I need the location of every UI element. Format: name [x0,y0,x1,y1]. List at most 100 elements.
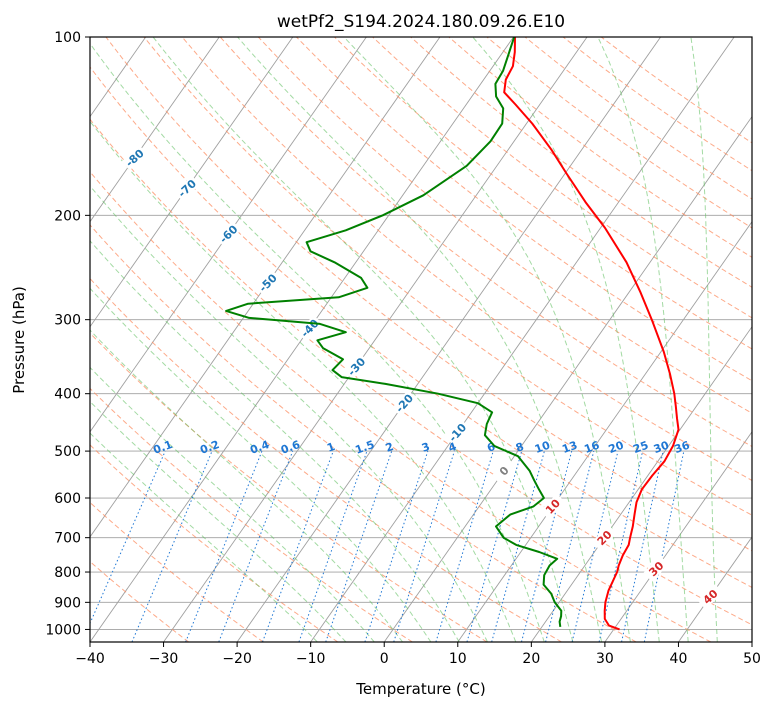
dry-adiabat-line [486,37,752,229]
x-tick-label: −30 [149,651,179,667]
mixing-ratio-label: 0.4 [248,438,271,457]
y-axis-label: Pressure (hPa) [10,286,28,394]
y-tick-label: 500 [54,444,81,460]
mixing-ratio-line [262,450,334,642]
dry-adiabat-line [90,224,637,642]
isotherm-line [90,37,220,223]
dry-adiabat-line [448,37,752,258]
isotherm-line [90,37,514,642]
mixing-ratio-label: 13 [560,439,579,456]
mixing-ratio-line [520,450,573,642]
dry-adiabat-line [257,37,752,414]
x-tick-label: −20 [222,651,252,667]
dry-adiabat-label-bg [121,145,148,171]
y-axis-ticks: 1000 900 800 700 600 500 400 300 200 100 [45,30,90,638]
dry-adiabat-line [90,387,413,642]
mixing-ratio-label: 30 [652,439,671,457]
dry-adiabat-label: -100 [11,91,41,119]
dry-adiabat-line [90,171,712,642]
mixing-ratio-line [325,450,393,642]
isobar-gridlines [90,37,752,630]
mixing-ratio-line [364,450,429,642]
dry-adiabat-line [600,37,752,144]
dry-adiabat-label-bg [697,584,724,610]
isotherm-line [163,37,588,642]
y-tick-label: 900 [54,595,81,611]
mixing-ratio-line [131,450,213,642]
mixing-ratio-line [621,450,664,642]
dry-adiabat-line [105,37,752,552]
mixing-ratio-label: 4 [447,440,459,455]
dry-adiabat-line [90,66,752,588]
y-tick-label: 100 [54,30,81,46]
dry-adiabat-label-bg [491,457,517,484]
mixing-ratio-label: 6 [485,440,497,455]
mixing-ratio-label: 10 [533,439,552,457]
y-tick-label: 600 [54,491,81,507]
x-axis-ticks: −40 −30 −20 −10 0 10 20 30 40 50 [75,642,761,667]
isotherm-line [604,431,752,642]
mixing-ratio-line [545,450,595,642]
moist-adiabats [90,37,718,642]
dry-adiabat-line [90,560,190,642]
mixing-ratio-label: 2 [384,440,396,455]
dry-adiabat-label-bg [343,353,369,380]
mixing-ratio-line [598,450,644,642]
mixing-ratio-line [90,450,166,625]
x-tick-label: −40 [75,651,105,667]
dry-adiabat-line [143,37,752,516]
moist-adiabat-line [90,120,517,642]
isotherm-line [678,536,752,642]
isotherm-line [90,37,441,538]
moist-adiabat-line [597,37,689,642]
dry-adiabat-line [524,37,752,200]
x-tick-label: 20 [522,651,540,667]
dry-adiabat-label-bg [444,419,470,446]
y-tick-label: 400 [54,387,81,403]
mixing-ratio-line [571,450,619,642]
dry-adiabat-label-bg [643,556,669,582]
mixing-ratio-labels: 0.1 0.2 0.4 0.6 1 1.5 2 3 4 6 8 10 13 16 20 25 30 36 [152,438,692,457]
x-tick-label: 30 [596,651,614,667]
x-tick-label: 40 [670,651,688,667]
moist-adiabat-line [90,240,460,642]
y-tick-label: 200 [54,208,81,224]
moist-adiabat-line [152,37,574,642]
moist-adiabat-line [343,37,631,642]
dry-adiabat-line [90,444,339,642]
moist-adiabat-line [90,366,375,642]
dry-adiabat-label: -90 [67,121,91,144]
moist-adiabat-line [690,37,718,642]
mixing-ratio-label: 0.6 [279,438,302,457]
moist-adiabat-line [90,329,403,642]
dry-adiabat-label-bg [90,120,92,146]
moist-adiabat-line [90,432,318,642]
dry-adiabat-line [372,37,752,319]
x-tick-label: 50 [743,651,761,667]
x-axis-label: Temperature (°C) [355,680,485,698]
dry-adiabat-line [219,37,752,448]
chart-title: wetPf2_S194.2024.180.09.26.E10 [277,12,565,32]
mixing-ratio-line [298,450,368,642]
x-tick-label: 10 [449,651,467,667]
moist-adiabat-line [472,37,660,642]
plot-area: -100-90-80-70-60-50-40-30-20-10010203040… [11,37,752,642]
mixing-ratio-label: 1.5 [353,438,376,457]
y-tick-label: 1000 [45,622,81,638]
mixing-ratio-lines [90,450,685,642]
y-tick-label: 300 [54,313,81,329]
moist-adiabat-line [90,287,432,642]
isotherm-line [236,37,661,642]
moist-adiabat-line [90,400,347,642]
dry-adiabat-line [334,37,752,350]
mixing-ratio-label: 16 [582,439,601,457]
mixing-ratio-label: 36 [673,439,692,457]
isotherm-line [383,115,752,642]
dry-adiabat-label-bg [540,493,566,520]
mixing-ratio-line [466,450,523,642]
dry-adiabat-label-bg [391,390,417,417]
mixing-ratio-label: 3 [420,440,432,455]
dry-adiabat-line [90,277,562,642]
dry-adiabat-line [90,332,488,642]
moist-adiabat-line [90,42,545,642]
